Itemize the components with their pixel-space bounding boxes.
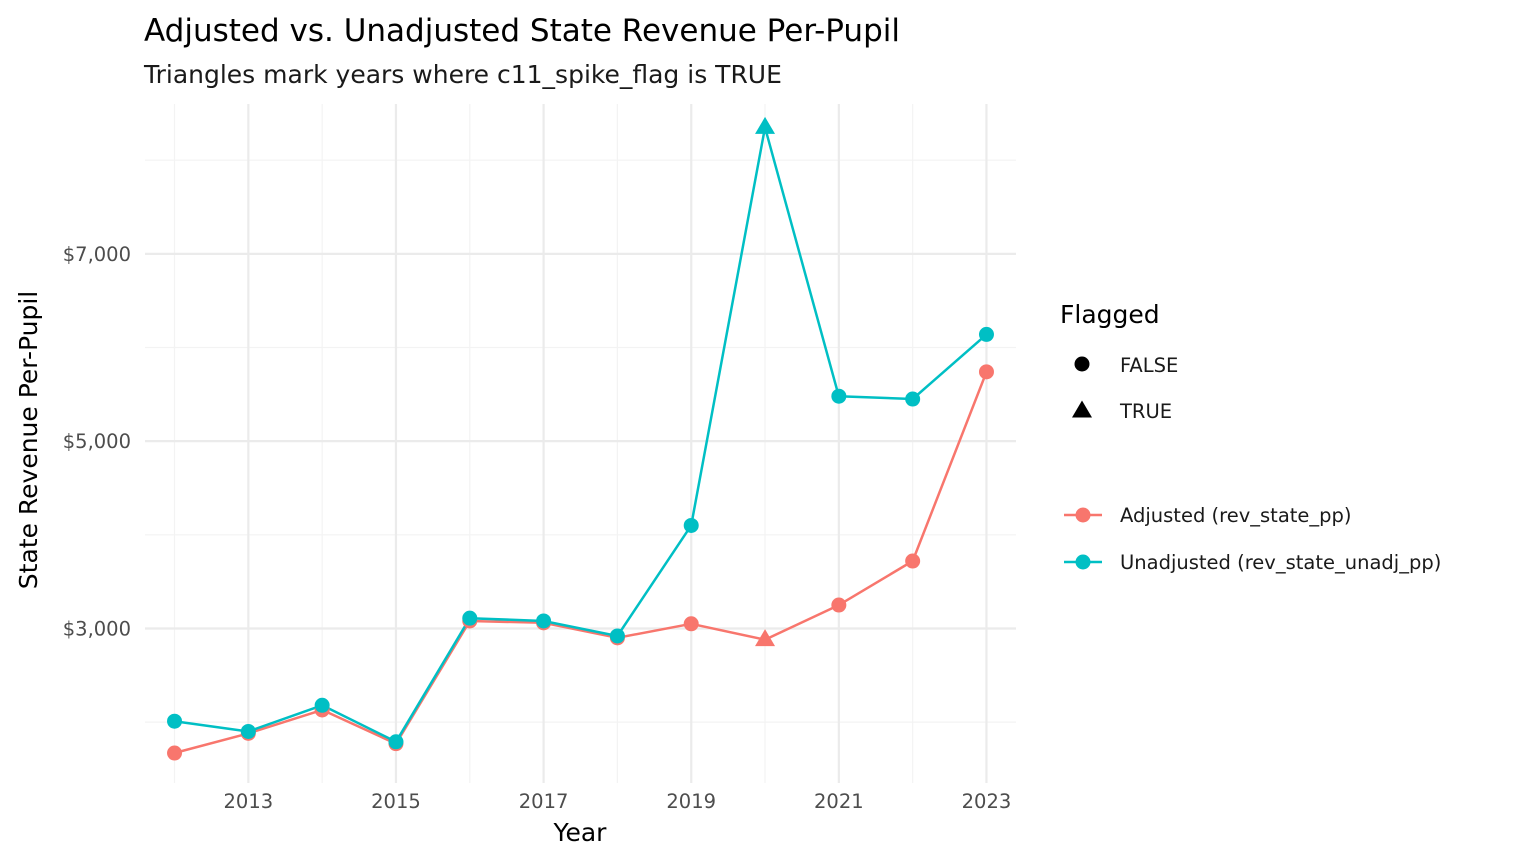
legend-unadjusted-dot [1075, 554, 1091, 570]
series-points [167, 116, 994, 761]
legend-label-true: TRUE [1119, 400, 1172, 423]
data-point [240, 723, 256, 739]
data-point [831, 597, 847, 613]
chart-subtitle: Triangles mark years where c11_spike_fla… [143, 60, 782, 89]
data-point [314, 697, 330, 713]
x-tick-label: 2023 [962, 790, 1012, 813]
y-tick-label: $7,000 [63, 243, 131, 266]
x-tick-label: 2021 [814, 790, 864, 813]
data-point [683, 616, 699, 632]
series-line-0 [174, 371, 988, 755]
y-tick-label: $3,000 [63, 617, 131, 640]
legend-label-unadjusted: Unadjusted (rev_state_unadj_pp) [1120, 551, 1441, 574]
plot-grid [145, 104, 1016, 783]
data-point-flagged [755, 116, 776, 134]
x-tick-label: 2017 [519, 790, 569, 813]
data-point [388, 734, 404, 750]
legend-circle-icon [1074, 356, 1090, 372]
series-line-1 [174, 126, 988, 744]
y-tick-label: $5,000 [63, 430, 131, 453]
legend-triangle-icon [1072, 400, 1092, 418]
legend-adjusted-dot [1075, 507, 1091, 523]
data-point [462, 610, 478, 626]
legend-label-false: FALSE [1120, 354, 1178, 377]
y-axis-title: State Revenue Per-Pupil [14, 291, 43, 589]
data-point [609, 628, 625, 644]
data-point-flagged [755, 629, 776, 647]
data-point [683, 517, 699, 533]
data-point [536, 613, 552, 629]
x-tick-label: 2019 [666, 790, 716, 813]
legend: Flagged FALSE TRUE Adjusted (rev_state_p… [1060, 300, 1441, 574]
data-point [905, 391, 921, 407]
y-axis-ticks: $3,000 $5,000 $7,000 [63, 243, 131, 641]
data-point [167, 745, 183, 761]
x-tick-label: 2015 [371, 790, 421, 813]
data-point [831, 388, 847, 404]
legend-label-adjusted: Adjusted (rev_state_pp) [1120, 504, 1352, 527]
data-point [978, 326, 994, 342]
data-point [167, 713, 183, 729]
x-axis-title: Year [553, 818, 608, 847]
x-axis-ticks: 2013 2015 2017 2019 2021 2023 [224, 790, 1012, 813]
shape-legend-title: Flagged [1060, 300, 1160, 329]
x-tick-label: 2013 [224, 790, 274, 813]
chart-title: Adjusted vs. Unadjusted State Revenue Pe… [144, 13, 900, 49]
data-point [905, 553, 921, 569]
data-point [978, 364, 994, 380]
series-lines [174, 126, 988, 755]
